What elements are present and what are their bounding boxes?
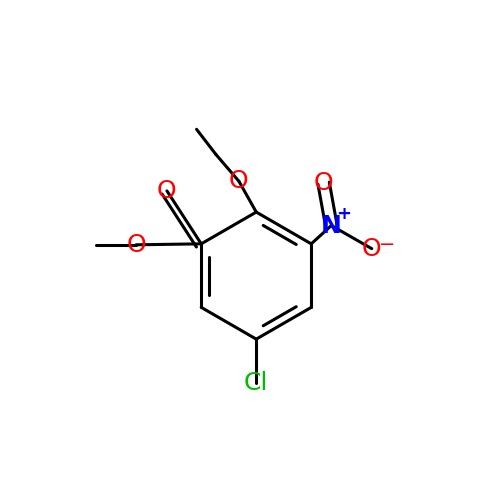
Text: O: O — [229, 170, 248, 194]
Text: O: O — [314, 171, 334, 195]
Text: O: O — [126, 233, 146, 257]
Text: N: N — [321, 214, 342, 238]
Text: +: + — [336, 205, 351, 223]
Text: Cl: Cl — [244, 372, 268, 396]
Text: O: O — [157, 179, 176, 203]
Text: −: − — [379, 234, 396, 254]
Text: O: O — [362, 236, 382, 260]
